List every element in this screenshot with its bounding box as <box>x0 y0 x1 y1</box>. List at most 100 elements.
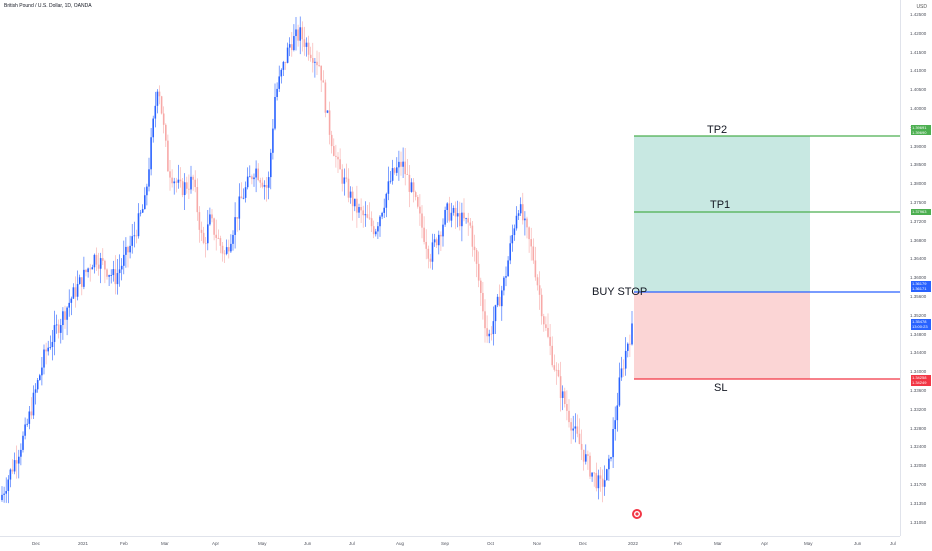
candle-body <box>564 391 566 405</box>
candle-body <box>144 195 146 210</box>
candle-body <box>68 302 70 308</box>
candle-body <box>603 480 606 487</box>
candle-body <box>78 277 81 285</box>
candle-body <box>3 493 5 495</box>
candle-body <box>368 217 371 219</box>
time-tick-label: May <box>804 541 813 546</box>
candle-body <box>26 423 28 425</box>
candle-body <box>419 206 421 214</box>
price-tick-label: 1.40500 <box>910 87 927 93</box>
candle-body <box>452 207 455 213</box>
candle-body <box>456 213 459 217</box>
candle-body <box>129 245 131 253</box>
candle-body <box>110 275 112 276</box>
candle-body <box>322 80 325 83</box>
candle-body <box>154 105 157 119</box>
candle-body <box>291 44 293 51</box>
price-chart-canvas[interactable] <box>0 0 900 536</box>
candle-body <box>66 307 68 320</box>
loss-zone[interactable] <box>634 292 810 379</box>
candle-body <box>108 275 110 277</box>
candle-body <box>99 258 102 269</box>
candle-body <box>146 186 148 196</box>
candle-body <box>561 391 564 398</box>
candle-body <box>513 228 516 236</box>
candle-body <box>39 375 41 381</box>
candle-body <box>435 239 438 246</box>
candle-body <box>209 214 211 225</box>
candle-body <box>175 181 178 183</box>
candle-body <box>427 248 430 259</box>
price-tick-label: 1.34400 <box>910 350 927 356</box>
candle-body <box>36 380 39 390</box>
candle-body <box>137 213 140 237</box>
candle-body <box>270 152 272 178</box>
candle-body <box>246 176 249 188</box>
candle-body <box>167 140 169 172</box>
candle-body <box>116 273 119 285</box>
candle-body <box>30 411 33 416</box>
tp1-label: TP1 <box>710 199 731 211</box>
candle-body <box>15 460 18 464</box>
candle-body <box>383 207 385 213</box>
price-tick-label: 1.38000 <box>910 181 927 187</box>
candle-body <box>547 327 549 337</box>
candle-body <box>522 204 524 221</box>
candle-body <box>339 159 341 170</box>
candle-body <box>307 42 310 55</box>
candle-body <box>7 479 10 492</box>
candle-body <box>236 217 238 219</box>
candle-body <box>587 454 589 456</box>
candle-body <box>160 96 163 114</box>
candle-body <box>314 61 316 63</box>
time-tick-label: Jun <box>304 541 312 546</box>
candle-body <box>438 234 440 246</box>
price-tick-label: 1.35200 <box>910 312 927 318</box>
candle-body <box>162 113 165 125</box>
candle-body <box>255 168 257 178</box>
candle-body <box>570 422 572 431</box>
candle-body <box>34 389 37 393</box>
time-tick-label: Apr <box>212 541 220 546</box>
candle-body <box>360 207 362 211</box>
tradingview-logo[interactable] <box>632 509 642 519</box>
candle-body <box>614 420 616 430</box>
candle-body <box>362 210 364 216</box>
price-tick-label: 1.33600 <box>910 388 927 393</box>
candle-body <box>91 267 94 270</box>
time-tick-label: Dec <box>579 541 588 546</box>
candle-body <box>492 321 495 335</box>
price-tick-label: 1.40000 <box>910 106 927 111</box>
candle-body <box>446 203 448 210</box>
time-tick-label: Feb <box>674 541 682 546</box>
candle-body <box>540 294 543 317</box>
candle-body <box>93 254 96 268</box>
candle-body <box>557 370 560 377</box>
candle-body <box>475 250 478 264</box>
time-axis[interactable]: Dec 2021 Feb Mar Apr May Jun Jul Aug Sep Oct Nov Dec… <box>0 536 900 551</box>
candle-body <box>188 188 190 190</box>
candle-body <box>532 246 535 261</box>
candle-body <box>171 177 173 184</box>
candle-body <box>211 214 213 219</box>
price-axis[interactable]: USD 1.42500 1.42000 1.41500 1.41000 1.40500 1… <box>900 0 932 536</box>
candle-body <box>450 212 453 221</box>
candle-body <box>400 161 402 167</box>
candle-body <box>505 276 507 278</box>
currency-label: USD <box>916 4 927 10</box>
candle-body <box>503 277 505 291</box>
candle-body <box>488 333 490 337</box>
profit-zone[interactable] <box>634 136 810 292</box>
symbol-title[interactable]: British Pound / U.S. Dollar, 1D, OANDA <box>4 3 92 9</box>
candle-body <box>97 264 100 269</box>
candle-body <box>431 242 434 262</box>
candle-body <box>608 458 610 470</box>
candle-body <box>55 324 58 326</box>
candle-body <box>582 449 585 462</box>
candle-body <box>267 177 270 188</box>
candle-body <box>9 469 12 480</box>
entry-price-tag: 1.36179 1.36171 <box>911 281 931 292</box>
candle-body <box>576 426 579 434</box>
candle-body <box>95 254 98 265</box>
